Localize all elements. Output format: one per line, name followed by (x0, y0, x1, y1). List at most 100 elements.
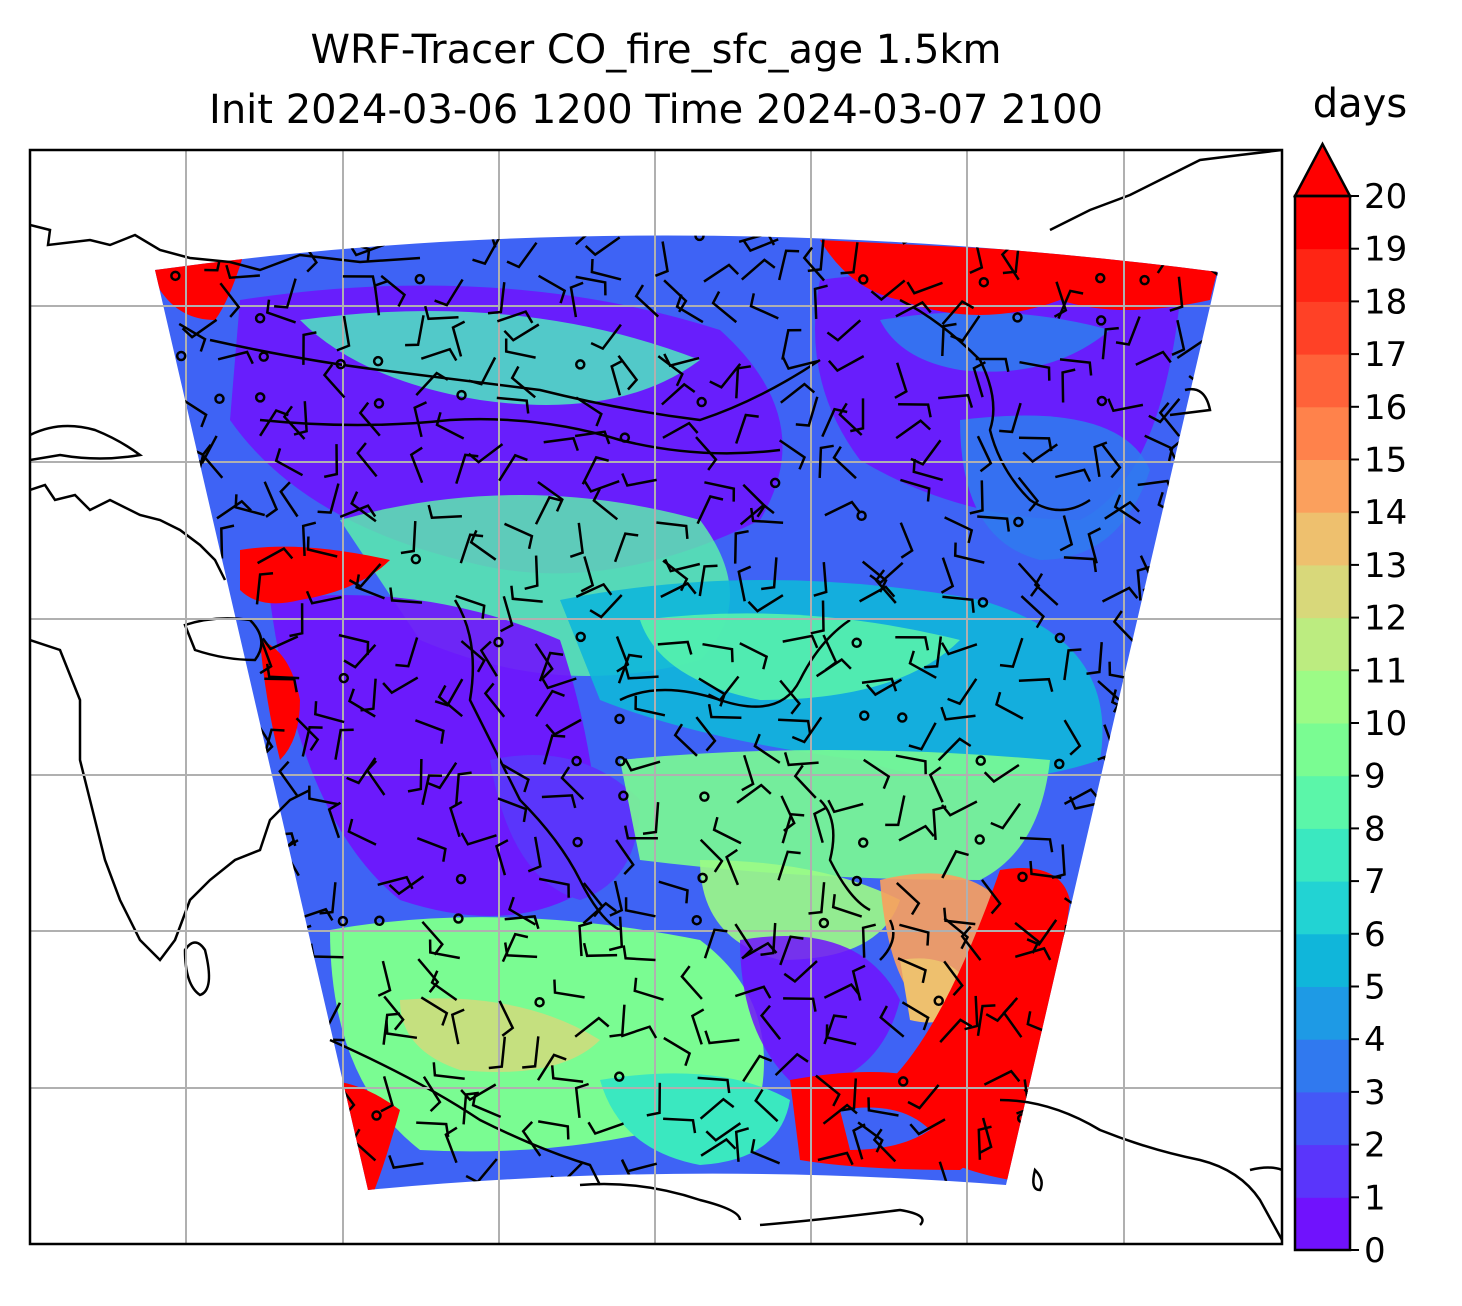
colorbar-extend-arrow (1292, 141, 1353, 198)
wind-barb (777, 249, 800, 281)
colorbar-tick-label: 15 (1364, 441, 1407, 481)
wind-barb (459, 533, 484, 564)
colorbar-tick-label: 11 (1364, 651, 1407, 691)
wind-barb (409, 446, 424, 484)
wind-barb (932, 805, 947, 840)
wind-barb (308, 785, 340, 806)
calm-wind-marker (1219, 511, 1227, 519)
wind-barb (388, 1154, 424, 1169)
calm-wind-marker (575, 631, 586, 643)
wind-barb (1135, 795, 1166, 818)
wind-barb (574, 1082, 589, 1119)
wind-barb (1073, 900, 1104, 926)
wind-barb (1018, 677, 1054, 693)
wind-barb (759, 1004, 782, 1040)
wind-barb (437, 684, 464, 718)
calm-wind-marker (897, 712, 908, 723)
wind-barb (981, 879, 1002, 915)
wind-barb (861, 677, 898, 692)
wind-barb (510, 585, 543, 603)
wind-barb (435, 411, 465, 440)
wind-barb (422, 1076, 442, 1112)
wind-barb (894, 362, 908, 399)
wind-barb (817, 1151, 854, 1166)
wind-barb (305, 590, 342, 605)
wind-barb (793, 764, 817, 799)
wind-barb (1057, 289, 1084, 319)
wind-barb (575, 582, 613, 598)
wind-barb (898, 402, 932, 418)
calm-wind-marker (338, 672, 350, 684)
wind-barb (623, 825, 658, 840)
wind-barb (302, 331, 317, 365)
wind-barb (824, 500, 861, 517)
wind-barb (646, 1082, 662, 1117)
wind-barb (813, 561, 828, 597)
wind-barb (697, 1076, 731, 1094)
wind-barb (1181, 747, 1218, 761)
wind-barb (912, 458, 944, 482)
wind-barb (338, 633, 370, 656)
calm-wind-marker (373, 398, 385, 409)
wind-barb (262, 728, 285, 760)
wind-barb (1210, 802, 1218, 837)
calm-wind-marker (572, 836, 583, 848)
wind-barb (543, 436, 579, 452)
wind-barb (977, 1125, 992, 1160)
calm-wind-marker (336, 1112, 348, 1124)
wind-barb (343, 643, 377, 669)
wind-barb (455, 594, 486, 619)
wind-barb (906, 281, 943, 295)
wind-barb (725, 848, 740, 886)
wind-barb (434, 278, 464, 307)
wind-barb (115, 996, 135, 1025)
wind-barb (709, 363, 742, 389)
wind-barb (339, 504, 377, 519)
wind-barb (734, 1127, 750, 1162)
calm-wind-marker (694, 235, 705, 242)
wind-barb (777, 850, 801, 881)
calm-wind-marker (978, 276, 990, 288)
wind-barb (695, 436, 718, 471)
wind-barb (895, 300, 932, 318)
wind-barb (818, 444, 834, 478)
wind-barb (741, 941, 778, 960)
wind-barb (405, 315, 425, 347)
wind-barb (1196, 1000, 1218, 1031)
wind-barb (496, 310, 534, 324)
wind-barb (705, 1122, 742, 1142)
wind-barb (663, 1036, 692, 1067)
wind-barb (137, 519, 149, 553)
wind-barb (742, 1054, 773, 1082)
wind-barb (863, 758, 891, 790)
wind-barb (1017, 476, 1040, 512)
wind-barb (421, 774, 443, 806)
wind-barb (902, 235, 939, 245)
calm-wind-marker (216, 1115, 228, 1126)
calm-wind-marker (619, 432, 631, 443)
wind-barb (181, 318, 218, 339)
wind-barb (1061, 368, 1076, 403)
wind-barb (178, 787, 216, 804)
wind-barb (301, 726, 323, 757)
wind-barb (972, 361, 986, 398)
wind-barb (255, 571, 274, 605)
colorbar-band (1295, 248, 1350, 302)
wind-barb (560, 766, 585, 800)
wind-barb (501, 763, 530, 793)
wind-barb (479, 640, 498, 677)
wind-barb (663, 558, 701, 573)
calm-wind-marker (414, 273, 426, 285)
wind-barb (423, 305, 459, 321)
wind-barb (589, 594, 623, 619)
colorbar-band (1295, 933, 1350, 987)
wind-barb (574, 235, 610, 246)
wind-barb (265, 299, 297, 324)
wind-barb (350, 491, 377, 523)
wind-barb (450, 1008, 465, 1045)
wind-barb (895, 419, 932, 440)
wind-barb (1066, 1142, 1099, 1162)
wind-barb (944, 516, 974, 544)
wind-barb (178, 322, 207, 352)
calm-wind-marker (691, 914, 702, 926)
